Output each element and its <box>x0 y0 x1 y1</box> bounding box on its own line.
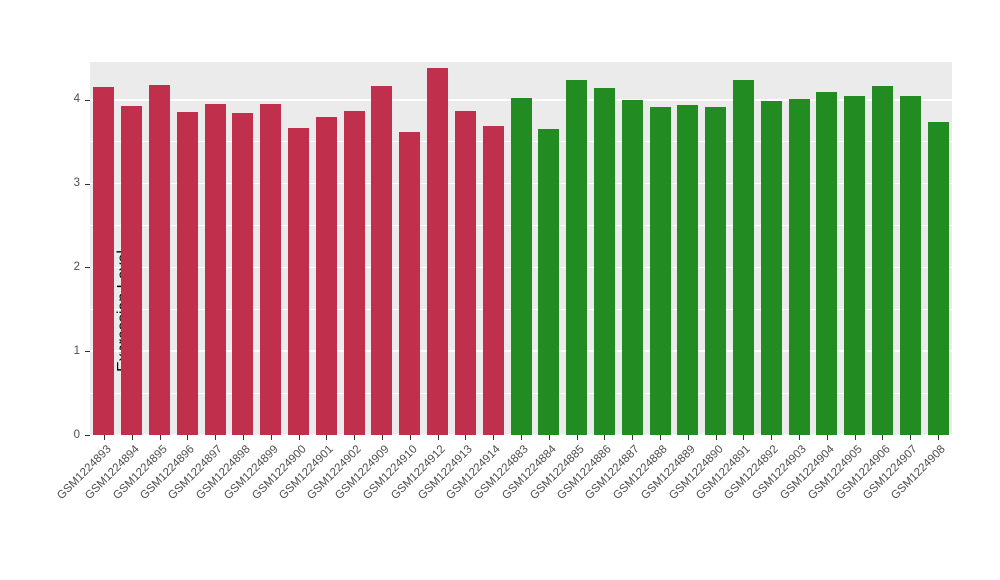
y-tick-label: 1 <box>73 344 80 357</box>
bar-GSM1224908 <box>927 121 949 435</box>
x-tick-label-GSM1224907: GSM1224907 <box>861 443 921 502</box>
x-tick-label-GSM1224908: GSM1224908 <box>889 443 948 502</box>
bar-GSM1224901 <box>315 117 337 435</box>
x-tick-label-GSM1224891: GSM1224891 <box>694 443 754 502</box>
x-tick-label-GSM1224889: GSM1224889 <box>638 443 698 502</box>
y-tick-label: 3 <box>73 177 80 190</box>
bar-GSM1224899 <box>260 103 282 435</box>
bar-GSM1224894 <box>121 106 143 435</box>
bar-GSM1224907 <box>899 96 921 435</box>
bar-GSM1224905 <box>844 95 866 435</box>
y-tick-label: 2 <box>73 260 80 273</box>
plot-panel: Expression Level <box>90 62 952 436</box>
bar-GSM1224900 <box>288 128 310 435</box>
bar-GSM1224909 <box>371 86 393 435</box>
x-tick-label-GSM1224903: GSM1224903 <box>750 443 809 502</box>
x-tick-label-GSM1224909: GSM1224909 <box>333 443 392 502</box>
y-tick-label: 4 <box>73 93 80 106</box>
x-tick-label-GSM1224884: GSM1224884 <box>499 443 559 502</box>
bar-GSM1224891 <box>732 80 754 435</box>
x-tick-label-GSM1224886: GSM1224886 <box>555 443 615 502</box>
x-tick-label-GSM1224894: GSM1224894 <box>82 443 142 502</box>
bar-GSM1224885 <box>566 79 588 435</box>
x-tick-label-GSM1224893: GSM1224893 <box>55 443 114 502</box>
x-tick-label-GSM1224892: GSM1224892 <box>722 443 782 502</box>
x-tick-label-GSM1224895: GSM1224895 <box>110 443 170 502</box>
x-tick-label-GSM1224900: GSM1224900 <box>249 443 309 502</box>
bar-GSM1224888 <box>649 107 671 435</box>
bar-GSM1224884 <box>538 129 560 435</box>
x-tick-label-GSM1224902: GSM1224902 <box>305 443 364 502</box>
bar-GSM1224910 <box>399 131 421 435</box>
x-tick-label-GSM1224897: GSM1224897 <box>166 443 225 502</box>
x-tick-label-GSM1224898: GSM1224898 <box>194 443 253 502</box>
bar-GSM1224887 <box>621 99 643 435</box>
bar-GSM1224904 <box>816 92 838 435</box>
bar-GSM1224889 <box>677 104 699 435</box>
x-tick-label-GSM1224901: GSM1224901 <box>277 443 337 502</box>
x-tick-label-GSM1224888: GSM1224888 <box>611 443 670 502</box>
x-tick-label-GSM1224896: GSM1224896 <box>138 443 198 502</box>
bar-GSM1224912 <box>427 67 449 435</box>
x-tick-label-GSM1224904: GSM1224904 <box>777 443 837 502</box>
bar-GSM1224906 <box>871 86 893 435</box>
x-tick-label-GSM1224887: GSM1224887 <box>583 443 643 502</box>
x-tick-label-GSM1224883: GSM1224883 <box>472 443 531 502</box>
bar-GSM1224892 <box>760 100 782 435</box>
y-tick-label: 0 <box>73 428 80 441</box>
bar-GSM1224903 <box>788 98 810 435</box>
x-tick-label-GSM1224890: GSM1224890 <box>666 443 726 502</box>
bar-GSM1224913 <box>454 111 476 435</box>
x-tick-label-GSM1224905: GSM1224905 <box>805 443 865 502</box>
bar-GSM1224898 <box>232 113 254 435</box>
bar-GSM1224895 <box>149 84 171 435</box>
x-tick-label-GSM1224899: GSM1224899 <box>221 443 281 502</box>
bar-GSM1224883 <box>510 98 532 435</box>
bar-GSM1224902 <box>343 111 365 435</box>
x-tick-label-GSM1224913: GSM1224913 <box>416 443 476 502</box>
bar-GSM1224896 <box>176 112 198 435</box>
bar-GSM1224914 <box>482 125 504 435</box>
bar-GSM1224886 <box>593 87 615 435</box>
bar-GSM1224893 <box>93 87 115 435</box>
bar-GSM1224890 <box>705 107 727 435</box>
x-tick-label-GSM1224912: GSM1224912 <box>388 443 448 502</box>
x-tick-label-GSM1224914: GSM1224914 <box>444 443 503 502</box>
x-tick-label-GSM1224906: GSM1224906 <box>833 443 893 502</box>
bar-GSM1224897 <box>204 103 226 435</box>
x-tick-label-GSM1224885: GSM1224885 <box>527 443 587 502</box>
x-tick-label-GSM1224910: GSM1224910 <box>360 443 420 502</box>
